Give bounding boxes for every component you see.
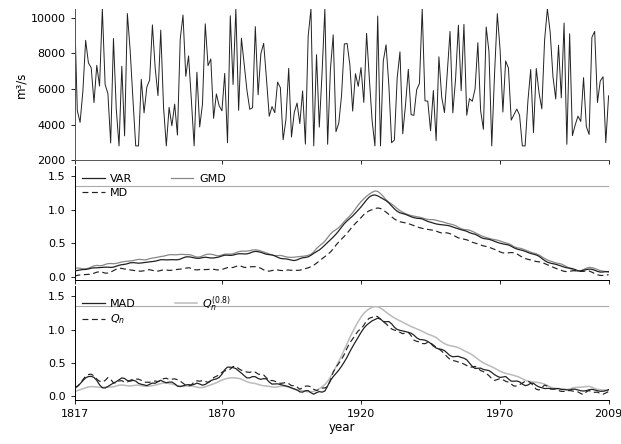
- $Q_n^{(0.8)}$: [407, 324, 415, 329]
- GMD: [285, 254, 292, 260]
- Line: VAR: VAR: [75, 195, 609, 272]
- VAR: [597, 270, 604, 275]
- Line: $Q_n$: $Q_n$: [75, 316, 609, 395]
- GMD: [196, 254, 204, 260]
- MAD: [374, 316, 381, 321]
- MD: [285, 267, 292, 273]
- MD: [196, 267, 204, 272]
- $Q_n^{(0.8)}$: [71, 388, 78, 394]
- $Q_n^{(0.8)}$: [477, 358, 484, 364]
- VAR: [285, 257, 292, 262]
- MD: [471, 241, 479, 246]
- $Q_n^{(0.8)}$: [474, 357, 481, 362]
- VAR: [405, 213, 412, 218]
- $Q_n^{(0.8)}$: [196, 385, 204, 390]
- MAD: [310, 392, 317, 397]
- MAD: [605, 387, 612, 392]
- MD: [605, 272, 612, 278]
- Line: GMD: GMD: [75, 191, 609, 272]
- VAR: [474, 233, 481, 238]
- $Q_n$: [580, 392, 587, 397]
- $Q_n$: [405, 329, 412, 335]
- VAR: [266, 252, 273, 258]
- VAR: [471, 232, 479, 237]
- MD: [71, 274, 78, 279]
- GMD: [71, 266, 78, 271]
- Line: MAD: MAD: [75, 318, 609, 394]
- Line: $Q_n^{(0.8)}$: $Q_n^{(0.8)}$: [75, 306, 609, 392]
- GMD: [474, 231, 481, 237]
- Legend: MAD, $Q_n$, $Q_n^{(0.8)}$: MAD, $Q_n$, $Q_n^{(0.8)}$: [80, 292, 234, 329]
- GMD: [605, 270, 612, 275]
- MD: [266, 269, 273, 274]
- GMD: [266, 251, 273, 257]
- $Q_n$: [266, 378, 273, 384]
- $Q_n$: [285, 381, 292, 386]
- $Q_n^{(0.8)}$: [285, 385, 292, 390]
- $Q_n$: [605, 389, 612, 394]
- MD: [474, 241, 481, 246]
- Y-axis label: m³/s: m³/s: [15, 71, 28, 98]
- MAD: [407, 330, 415, 336]
- $Q_n^{(0.8)}$: [307, 389, 315, 394]
- MAD: [477, 365, 484, 371]
- Line: MD: MD: [75, 208, 609, 276]
- GMD: [405, 212, 412, 218]
- $Q_n$: [471, 364, 479, 369]
- VAR: [371, 192, 379, 198]
- $Q_n$: [474, 366, 481, 371]
- $Q_n$: [71, 384, 78, 389]
- $Q_n^{(0.8)}$: [605, 388, 612, 393]
- MAD: [71, 386, 78, 392]
- $Q_n^{(0.8)}$: [371, 304, 379, 309]
- MD: [405, 221, 412, 226]
- VAR: [71, 268, 78, 274]
- VAR: [605, 269, 612, 274]
- GMD: [371, 188, 379, 194]
- Legend: VAR, MD, GMD: VAR, MD, GMD: [80, 172, 228, 200]
- MAD: [266, 379, 273, 385]
- $Q_n^{(0.8)}$: [266, 384, 273, 389]
- GMD: [471, 230, 479, 235]
- $Q_n$: [371, 313, 379, 319]
- MAD: [474, 365, 481, 371]
- VAR: [196, 256, 204, 261]
- $Q_n$: [196, 379, 204, 384]
- MD: [374, 205, 381, 210]
- MAD: [285, 384, 292, 389]
- MAD: [196, 381, 204, 387]
- X-axis label: year: year: [329, 421, 355, 434]
